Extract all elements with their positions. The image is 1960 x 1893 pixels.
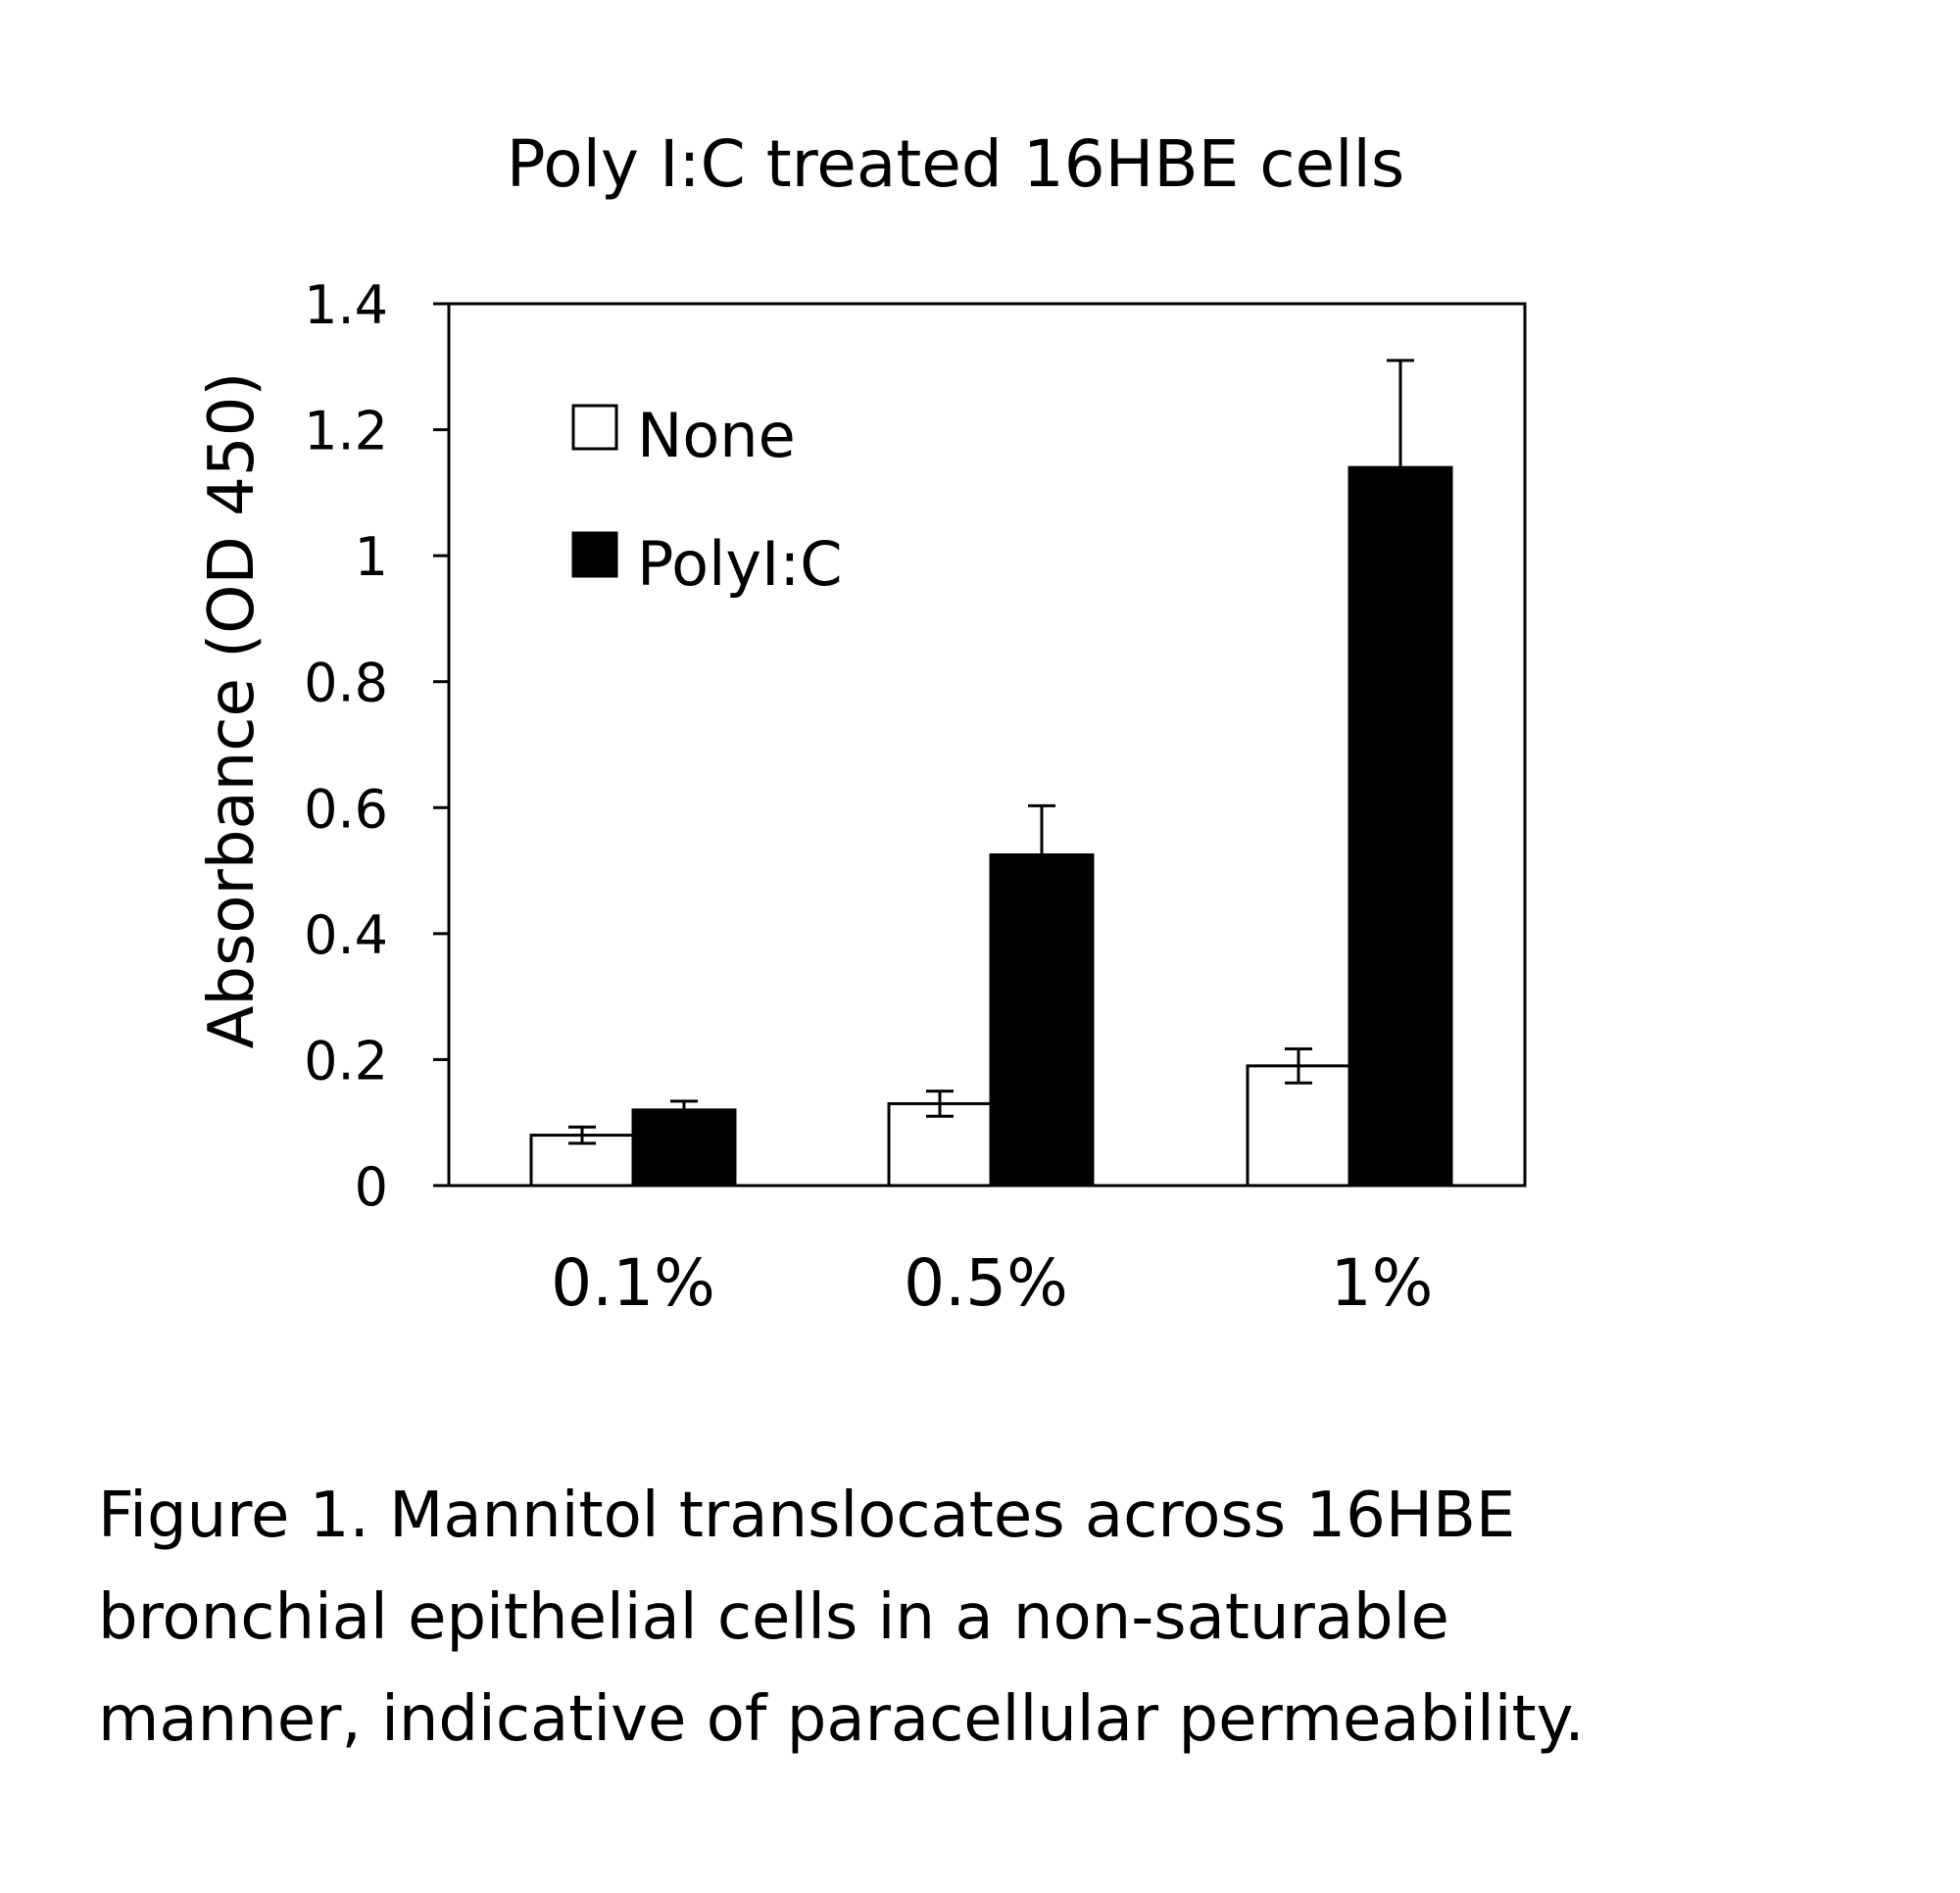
x-tick-label: 0.5% xyxy=(904,1245,1068,1321)
x-tick-label: 0.1% xyxy=(551,1245,715,1321)
y-axis-ticks: 0 0.2 0.4 0.6 0.8 1 1.2 1.4 xyxy=(304,274,449,1218)
legend-swatch-none xyxy=(573,406,616,449)
chart-title: Poly I:C treated 16HBE cells xyxy=(507,126,1404,202)
figure-caption: Figure 1. Mannitol translocates across 1… xyxy=(98,1465,1882,1771)
bar-polyic-0 xyxy=(633,1110,735,1186)
bar-polyic-1 xyxy=(991,855,1093,1187)
y-tick-label: 1.4 xyxy=(304,274,388,336)
bar-polyic-2 xyxy=(1349,467,1451,1186)
y-tick-label: 1.2 xyxy=(304,401,388,462)
x-tick-label: 1% xyxy=(1331,1245,1434,1321)
bars xyxy=(531,361,1451,1186)
y-tick-label: 0.4 xyxy=(304,904,388,966)
y-tick-label: 0 xyxy=(355,1156,388,1218)
x-axis-tick-labels: 0.1% 0.5% 1% xyxy=(551,1245,1433,1321)
y-tick-label: 1 xyxy=(355,526,388,588)
y-tick-label: 0.2 xyxy=(304,1030,388,1092)
y-tick-label: 0.8 xyxy=(304,653,388,714)
legend-label-polyic: PolyI:C xyxy=(637,528,843,600)
y-tick-label: 0.6 xyxy=(304,778,388,840)
legend-swatch-polyic xyxy=(573,533,616,576)
legend: None PolyI:C xyxy=(573,400,843,600)
y-axis-label: Absorbance (OD 450) xyxy=(196,372,269,1049)
legend-label-none: None xyxy=(637,400,796,471)
